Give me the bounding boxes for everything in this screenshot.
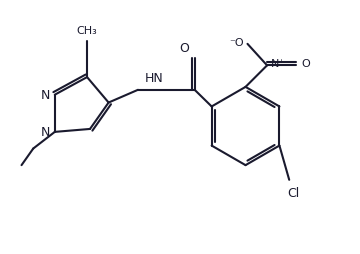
Text: HN: HN xyxy=(145,72,163,85)
Text: O: O xyxy=(301,59,310,69)
Text: CH₃: CH₃ xyxy=(77,26,98,36)
Text: N: N xyxy=(41,126,50,139)
Text: Cl: Cl xyxy=(287,186,299,199)
Text: ⁻O: ⁻O xyxy=(229,38,244,48)
Text: N⁺: N⁺ xyxy=(271,59,285,69)
Text: N: N xyxy=(41,89,50,102)
Text: O: O xyxy=(179,41,189,54)
